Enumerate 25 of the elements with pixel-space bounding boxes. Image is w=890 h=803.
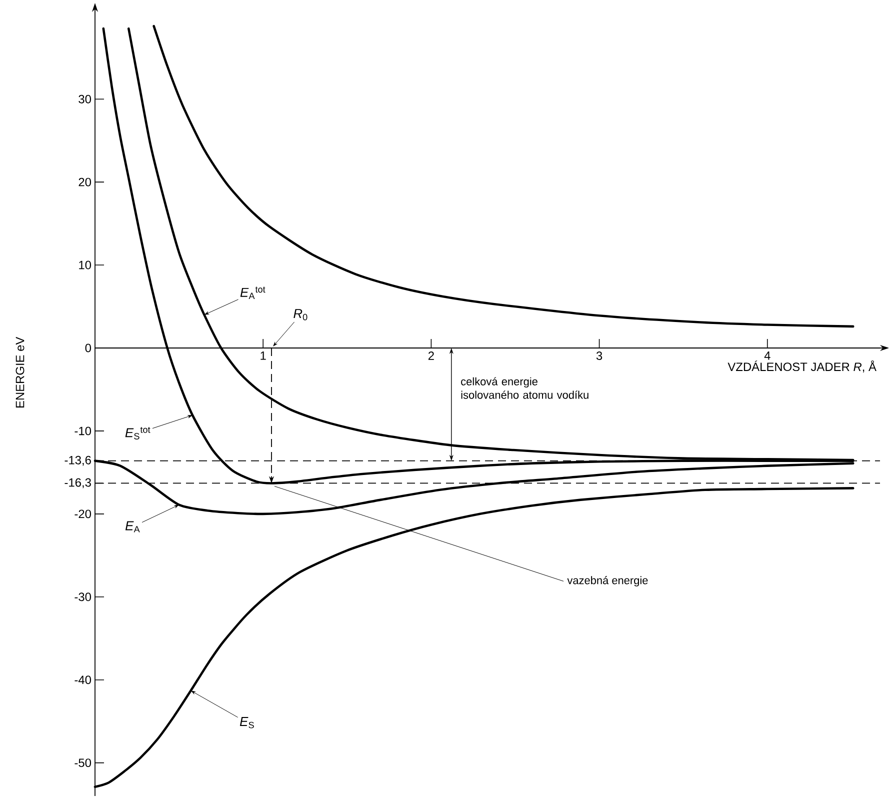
x-tick-label: 1 bbox=[260, 352, 266, 360]
annotation: vazebná energie bbox=[567, 576, 648, 586]
y-axis-title: ENERGIE eV bbox=[16, 336, 24, 408]
y-tick-label: -16,3 bbox=[64, 478, 91, 488]
x-axis-title: VZDÁLENOST JADER R, Å bbox=[728, 360, 876, 372]
text: E$_{S}$tot bbox=[125, 426, 150, 440]
text: E$_{A}$tot bbox=[240, 286, 266, 299]
annotation: celková energie isolovaného atomu vodíku bbox=[461, 377, 588, 399]
y-tick-label: -20 bbox=[74, 510, 92, 518]
y-tick-label: 0 bbox=[85, 344, 92, 352]
annotation: R$_{0}$ bbox=[294, 309, 308, 320]
text: E$_{S}$ bbox=[240, 717, 254, 728]
x-tick-label: 2 bbox=[428, 352, 434, 360]
x-tick-label: 4 bbox=[764, 352, 770, 360]
x-tick-label: 3 bbox=[596, 352, 602, 360]
y-tick-label: 20 bbox=[78, 178, 92, 186]
y-tick-label: -30 bbox=[74, 592, 92, 602]
y-tick-label: 10 bbox=[79, 260, 92, 270]
y-tick-label: -10 bbox=[74, 426, 92, 436]
text: E$_{A}$ bbox=[125, 521, 140, 532]
y-tick-label: -40 bbox=[74, 676, 92, 684]
y-tick-label: 30 bbox=[78, 94, 92, 104]
y-tick-label: -50 bbox=[74, 758, 92, 768]
y-tick-label: -13,6 bbox=[64, 456, 91, 466]
line-series bbox=[152, 24, 854, 328]
